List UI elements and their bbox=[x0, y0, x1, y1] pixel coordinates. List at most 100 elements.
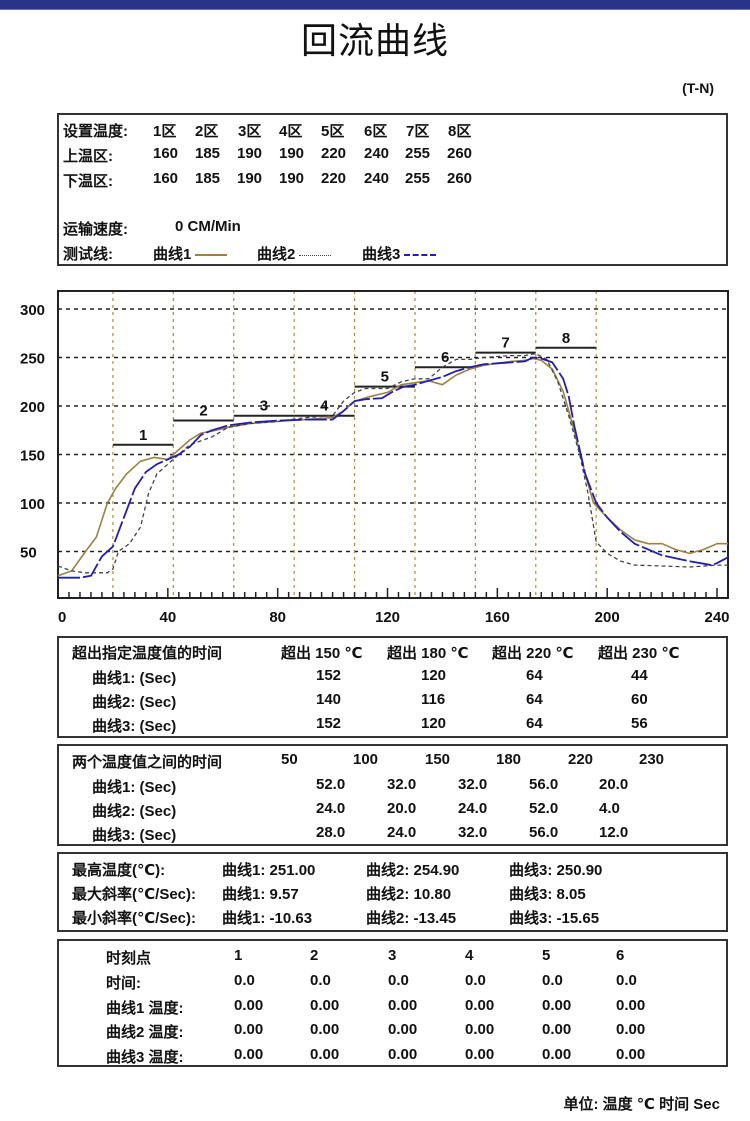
stats-curve1-value: 曲线1: 9.57 bbox=[222, 886, 299, 903]
time-points-row-label: 曲线3 温度: bbox=[106, 1048, 184, 1066]
between-temp-column-header: 180 bbox=[496, 751, 522, 768]
between-temp-value: 56.0 bbox=[529, 824, 559, 841]
x-tick-label: 0 bbox=[58, 609, 66, 626]
over-temp-value: 116 bbox=[421, 691, 446, 708]
between-temp-header: 两个温度值之间的时间 bbox=[72, 754, 223, 771]
upper-zone-value: 220 bbox=[321, 145, 347, 162]
stats-curve3-value: 曲线3: -15.65 bbox=[509, 910, 600, 927]
time-point-value: 0.00 bbox=[234, 1021, 264, 1038]
zone-header: 6区 bbox=[364, 123, 388, 140]
upper-zone-value: 160 bbox=[153, 145, 179, 162]
legend-curve1: 曲线1 bbox=[153, 243, 228, 264]
time-point-column-header: 1 bbox=[234, 947, 243, 964]
between-temp-value: 52.0 bbox=[316, 776, 346, 793]
between-temp-column-header: 100 bbox=[353, 751, 379, 768]
legend-curve3: 曲线3 bbox=[362, 243, 437, 264]
between-temp-column-header: 150 bbox=[425, 751, 451, 768]
between-temp-value: 32.0 bbox=[458, 824, 488, 841]
between-temp-column-header: 220 bbox=[568, 751, 594, 768]
time-point-value: 0.00 bbox=[542, 1021, 572, 1038]
stats-row-label: 最高温度(℃): bbox=[72, 862, 166, 879]
between-temp-value: 52.0 bbox=[529, 800, 559, 817]
time-point-value: 0.00 bbox=[310, 996, 340, 1014]
between-temp-value: 56.0 bbox=[529, 776, 559, 793]
time-point-value: 0.0 bbox=[310, 972, 331, 989]
zone-number-label: 5 bbox=[381, 369, 389, 386]
stats-curve1-value: 曲线1: -10.63 bbox=[222, 910, 313, 927]
upper-zone-value: 255 bbox=[405, 145, 431, 162]
over-temp-row-label: 曲线2: (Sec) bbox=[92, 694, 177, 711]
legend-curve2-label: 曲线2 bbox=[257, 246, 296, 263]
time-point-value: 0.0 bbox=[234, 972, 255, 989]
reflow-chart: 50 100 150 200 250 300 0 40 80 120 160 200 240 1 2 3 4 5 6… bbox=[20, 290, 730, 626]
lower-zone-value: 240 bbox=[364, 170, 390, 187]
time-point-column-header: 4 bbox=[465, 947, 474, 964]
over-temp-panel: 超出指定温度值的时间 超出 150 ℃ 超出 180 ℃ 超出 220 ℃ 超出 230… bbox=[57, 636, 728, 738]
between-temp-value: 4.0 bbox=[599, 800, 620, 817]
between-temp-panel: 两个温度值之间的时间 50 100 150 180 220 230 曲线1: (Sec) 52.… bbox=[57, 744, 728, 846]
lower-zone-value: 260 bbox=[447, 170, 473, 187]
over-temp-value: 56 bbox=[631, 715, 648, 732]
x-tick-label: 240 bbox=[705, 609, 730, 626]
time-point-value: 0.00 bbox=[465, 1021, 495, 1038]
between-temp-value: 12.0 bbox=[599, 824, 629, 841]
time-points-panel: 时刻点 1 2 3 4 5 6 时间: 0.0 0.0 0.0 0.0 0.0 0.0 曲线1 温度: 0.0… bbox=[57, 939, 728, 1067]
over-temp-value: 60 bbox=[631, 691, 648, 708]
between-temp-value: 32.0 bbox=[387, 776, 417, 793]
between-temp-value: 32.0 bbox=[458, 776, 488, 793]
stats-curve2-value: 曲线2: -13.45 bbox=[366, 910, 457, 927]
over-temp-column-header: 超出 220 ℃ bbox=[492, 645, 574, 662]
time-point-value: 0.00 bbox=[616, 996, 646, 1014]
upper-zone-value: 240 bbox=[364, 145, 390, 162]
page-title: 回流曲线 bbox=[300, 21, 449, 62]
time-point-value: 0.00 bbox=[542, 996, 572, 1014]
time-point-value: 0.00 bbox=[388, 1021, 418, 1038]
y-tick-label: 100 bbox=[20, 496, 45, 513]
stats-row-label: 最大斜率(℃/Sec): bbox=[72, 886, 197, 903]
time-point-value: 0.00 bbox=[234, 996, 264, 1014]
x-tick-label: 200 bbox=[595, 609, 620, 626]
between-temp-value: 24.0 bbox=[458, 800, 488, 817]
series-curve1 bbox=[57, 357, 728, 577]
time-point-value: 0.00 bbox=[310, 1045, 340, 1063]
lower-zone-value: 190 bbox=[279, 170, 305, 187]
lower-zone-value: 255 bbox=[405, 170, 431, 187]
stats-panel: 最高温度(℃): 曲线1: 251.00 曲线2: 254.90 曲线3: 250.9… bbox=[57, 852, 728, 932]
stats-curve2-value: 曲线2: 10.80 bbox=[366, 886, 452, 903]
between-temp-row-label: 曲线3: (Sec) bbox=[92, 827, 177, 844]
between-temp-column-header: 50 bbox=[281, 751, 298, 768]
over-temp-value: 64 bbox=[526, 691, 543, 708]
lower-zone-value: 220 bbox=[321, 170, 347, 187]
time-point-column-header: 2 bbox=[310, 947, 319, 964]
plot-frame bbox=[57, 290, 729, 599]
time-point-value: 0.0 bbox=[616, 972, 637, 989]
set-temp-label: 设置温度: bbox=[63, 123, 128, 140]
over-temp-value: 140 bbox=[316, 691, 342, 708]
time-point-column-header: 3 bbox=[388, 947, 397, 964]
legend-curve1-swatch bbox=[195, 254, 228, 257]
lower-zone-value: 190 bbox=[237, 170, 263, 187]
y-tick-label: 200 bbox=[20, 399, 45, 416]
time-point-value: 0.00 bbox=[465, 1045, 495, 1063]
between-temp-row-label: 曲线1: (Sec) bbox=[92, 779, 177, 796]
series-curve3 bbox=[58, 356, 729, 579]
zone-header: 8区 bbox=[448, 123, 472, 140]
zone-header: 7区 bbox=[406, 123, 430, 140]
zone-number-label: 4 bbox=[320, 398, 329, 415]
over-temp-value: 152 bbox=[316, 715, 342, 732]
test-line-label: 测试线: bbox=[63, 246, 113, 263]
between-temp-value: 20.0 bbox=[599, 776, 629, 793]
zone-number-label: 8 bbox=[562, 330, 570, 347]
y-tick-label: 50 bbox=[20, 545, 37, 562]
time-points-header: 时刻点 bbox=[106, 950, 152, 967]
stats-curve3-value: 曲线3: 250.90 bbox=[509, 862, 603, 879]
time-point-value: 0.00 bbox=[310, 1021, 340, 1038]
between-temp-value: 24.0 bbox=[316, 800, 346, 817]
legend-curve3-label: 曲线3 bbox=[362, 246, 401, 263]
time-point-value: 0.00 bbox=[616, 1021, 646, 1038]
unit-label: 单位: 温度 ℃ 时间 Sec bbox=[563, 1096, 720, 1113]
over-temp-value: 64 bbox=[526, 715, 543, 732]
upper-zone-value: 185 bbox=[195, 145, 221, 162]
zone-number-label: 2 bbox=[199, 403, 207, 420]
zone-header: 5区 bbox=[321, 123, 345, 140]
